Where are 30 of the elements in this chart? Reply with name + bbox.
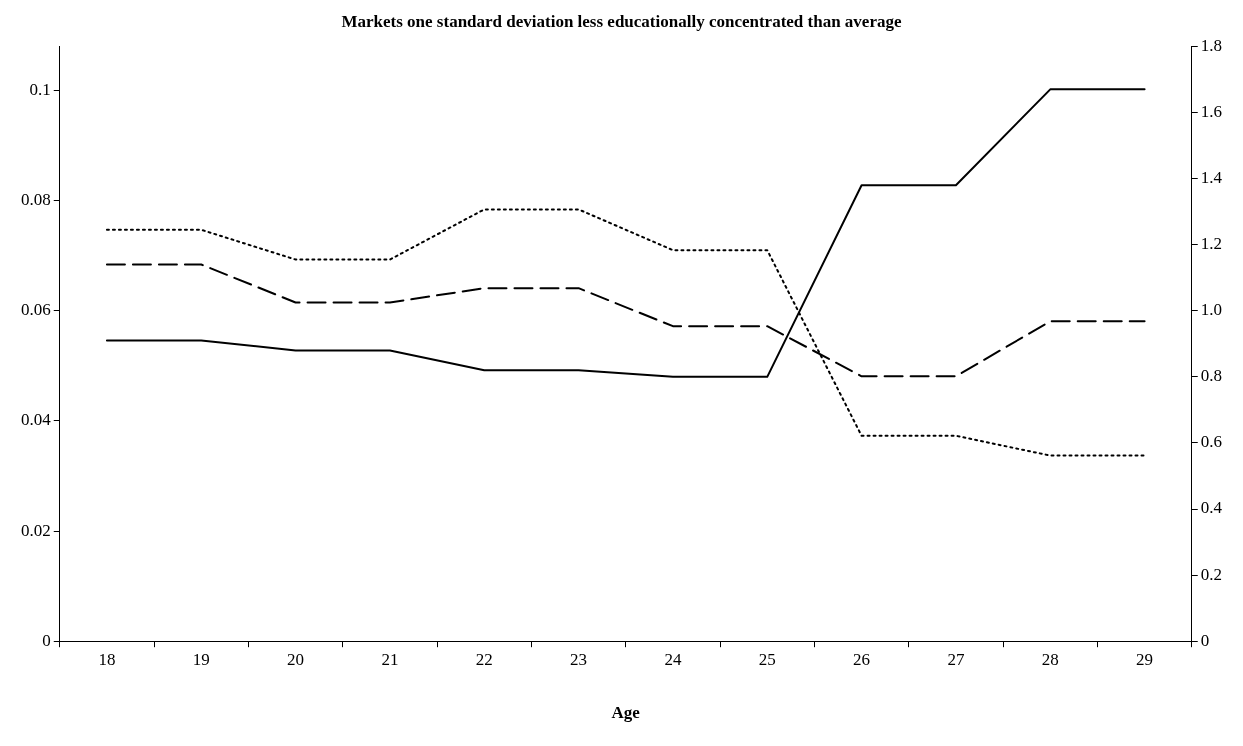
y-tick-label: 0.08 <box>21 190 51 210</box>
y2-tick-label: 0.4 <box>1200 498 1223 518</box>
x-tick-label: 28 <box>1041 649 1059 669</box>
x-axis-title: Age <box>611 703 641 723</box>
chart-title: Markets one standard deviation less educationally concentrated than average <box>341 11 902 31</box>
x-tick-label: 21 <box>381 649 399 669</box>
y-tick-label: 0.04 <box>21 410 52 430</box>
y2-tick-label: 0.8 <box>1200 366 1222 386</box>
y2-tick-label: 0.2 <box>1200 564 1222 584</box>
y2-tick-label: 1.6 <box>1200 101 1222 121</box>
y2-tick-label: 0.6 <box>1200 432 1222 452</box>
x-tick-label: 29 <box>1136 649 1154 669</box>
x-tick-label: 25 <box>758 649 776 669</box>
x-tick-label: 24 <box>664 649 682 669</box>
y-tick-label: 0.02 <box>21 520 51 540</box>
x-tick-label: 27 <box>947 649 965 669</box>
x-tick-label: 18 <box>98 649 116 669</box>
x-tick-label: 26 <box>853 649 871 669</box>
y-tick-label: 0 <box>42 630 51 650</box>
y2-tick-label: 0 <box>1200 630 1210 650</box>
x-tick-label: 23 <box>570 649 588 669</box>
x-tick-label: 22 <box>475 649 493 669</box>
y2-tick-label: 1.2 <box>1200 234 1222 254</box>
y-tick-label: 0.06 <box>21 300 51 320</box>
y-tick-label: 0.1 <box>29 79 51 99</box>
y2-tick-label: 1.8 <box>1200 35 1222 55</box>
y2-tick-label: 1.4 <box>1200 168 1223 188</box>
x-tick-label: 19 <box>192 649 210 669</box>
y2-tick-label: 1.0 <box>1200 300 1222 320</box>
x-tick-label: 20 <box>287 649 305 669</box>
